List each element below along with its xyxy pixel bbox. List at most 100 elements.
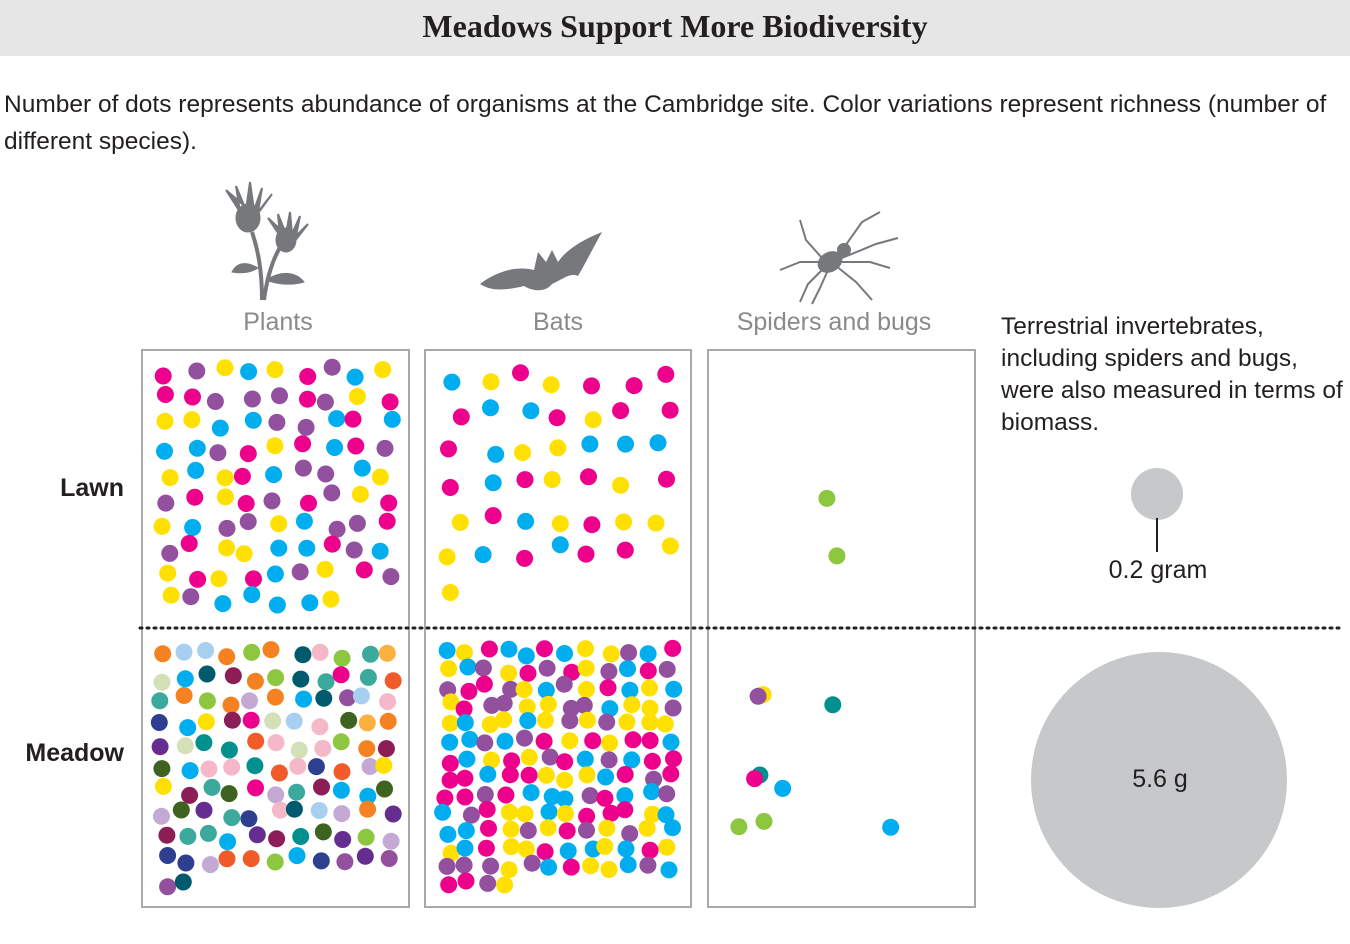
plants-lawn-dot [294, 459, 312, 477]
bats-meadow-dot [620, 644, 638, 662]
plants-lawn-dot [295, 512, 313, 530]
bats-lawn-dot [441, 584, 459, 601]
plants-lawn-dot [297, 418, 315, 436]
bats-lawn-dot [522, 402, 540, 420]
bats-meadow-dot [559, 842, 577, 860]
bats-meadow-dot [577, 659, 595, 677]
bats-meadow-dot [578, 766, 596, 784]
plants-meadow-dot [382, 832, 400, 850]
plants-lawn-dot [383, 410, 401, 428]
bats-lawn-dot [649, 434, 667, 452]
plants-meadow-dot [377, 740, 395, 758]
plants-meadow-dot [159, 878, 177, 896]
plants-lawn-dot [243, 390, 261, 408]
plants-lawn-dot [263, 492, 281, 510]
bats-meadow-dot [480, 819, 497, 837]
bats-meadow-dot [441, 771, 459, 789]
plants-lawn-dot [184, 519, 202, 536]
bats-meadow-dot [641, 699, 659, 717]
row-label-meadow: Meadow [25, 739, 124, 767]
bats-meadow-dot [457, 872, 475, 890]
plants-lawn-dot [317, 465, 335, 483]
plants-meadow-dot [333, 763, 351, 781]
plants-lawn-dot [245, 570, 262, 588]
column-label-spiders: Spiders and bugs [736, 308, 932, 336]
plants-meadow-dot [179, 827, 197, 845]
bats-meadow-dot [657, 806, 675, 824]
bats-meadow-dot [502, 838, 520, 856]
plants-lawn-dot [209, 444, 227, 462]
plants-lawn-dot [299, 390, 316, 408]
plants-meadow-dot [150, 714, 168, 731]
meadow-biomass-label: 5.6 g [1132, 765, 1188, 793]
plants-lawn-dot [323, 358, 341, 376]
plants-meadow-dot [311, 643, 329, 661]
bats-lawn-dot [487, 445, 505, 463]
bats-lawn-dot [551, 515, 569, 533]
plants-meadow-dot [375, 756, 393, 774]
plants-meadow-dot [359, 787, 377, 805]
plants-meadow-dot [175, 643, 193, 661]
bats-meadow-dot [515, 681, 533, 698]
plants-meadow-dot [333, 805, 351, 823]
bats-meadow-dot [664, 639, 682, 657]
bats-meadow-dot [501, 766, 519, 784]
bats-meadow-dot [639, 662, 657, 680]
bats-meadow-dot [656, 715, 674, 733]
plants-lawn-dot [345, 541, 363, 559]
plants-meadow-dot [200, 760, 218, 778]
plants-lawn-dot [376, 439, 394, 457]
plants-lawn-dot [233, 467, 251, 485]
plants-meadow-dot [359, 668, 377, 686]
bats-meadow-dot [618, 713, 636, 731]
bats-meadow-dot [619, 856, 637, 874]
bats-meadow-dot [616, 766, 634, 783]
bats-meadow-dot [502, 820, 520, 838]
plants-lawn-dot [301, 594, 319, 612]
bats-meadow-dot [455, 856, 473, 874]
bats-meadow-dot [460, 682, 478, 700]
plants-meadow-dot [288, 847, 306, 865]
plants-lawn-dot [316, 560, 334, 578]
bats-lawn-dot [583, 516, 601, 534]
plants-lawn-dot [322, 590, 340, 608]
bats-meadow-dot [517, 840, 535, 858]
bats-meadow-dot [558, 822, 576, 840]
bats-meadow-dot [562, 699, 580, 717]
plants-meadow-dot [358, 714, 376, 732]
plants-lawn-dot [348, 388, 366, 405]
plants-meadow-dot [314, 823, 332, 841]
bats-meadow-dot [540, 858, 558, 876]
thistle-icon [225, 181, 309, 301]
bats-meadow-dot [502, 680, 520, 698]
plants-lawn-dot [266, 437, 284, 455]
bats-meadow-dot [639, 645, 657, 663]
plants-meadow-dot [154, 645, 172, 663]
bats-meadow-dot [598, 819, 616, 837]
bats-meadow-dot [456, 769, 474, 787]
plants-meadow-dot [153, 760, 171, 778]
bats-meadow-dot [584, 732, 602, 750]
bats-lawn-dot [657, 365, 675, 383]
bats-meadow-dot [624, 731, 642, 749]
bats-lawn-dot [543, 471, 561, 488]
plants-meadow-dot [289, 757, 307, 775]
plants-meadow-dot [176, 737, 194, 755]
plants-meadow-dot [181, 786, 199, 804]
bats-lawn-dot [484, 507, 502, 525]
bats-meadow-dot [641, 841, 659, 859]
plants-meadow-dot [362, 645, 379, 663]
bats-lawn-dot [474, 546, 492, 564]
plants-lawn-dot [186, 488, 204, 506]
bats-meadow-dot [497, 786, 515, 804]
bats-lawn-dot [583, 377, 600, 395]
bats-meadow-dot [522, 784, 540, 802]
bats-meadow-dot [476, 734, 494, 752]
bats-meadow-dot [441, 754, 459, 772]
plants-meadow-dot [352, 687, 370, 705]
bats-meadow-dot [479, 874, 497, 892]
plants-meadow-dot [384, 672, 402, 690]
bats-meadow-dot [539, 695, 557, 713]
bats-lawn-dot [451, 513, 469, 531]
plants-meadow-dot [220, 741, 238, 759]
